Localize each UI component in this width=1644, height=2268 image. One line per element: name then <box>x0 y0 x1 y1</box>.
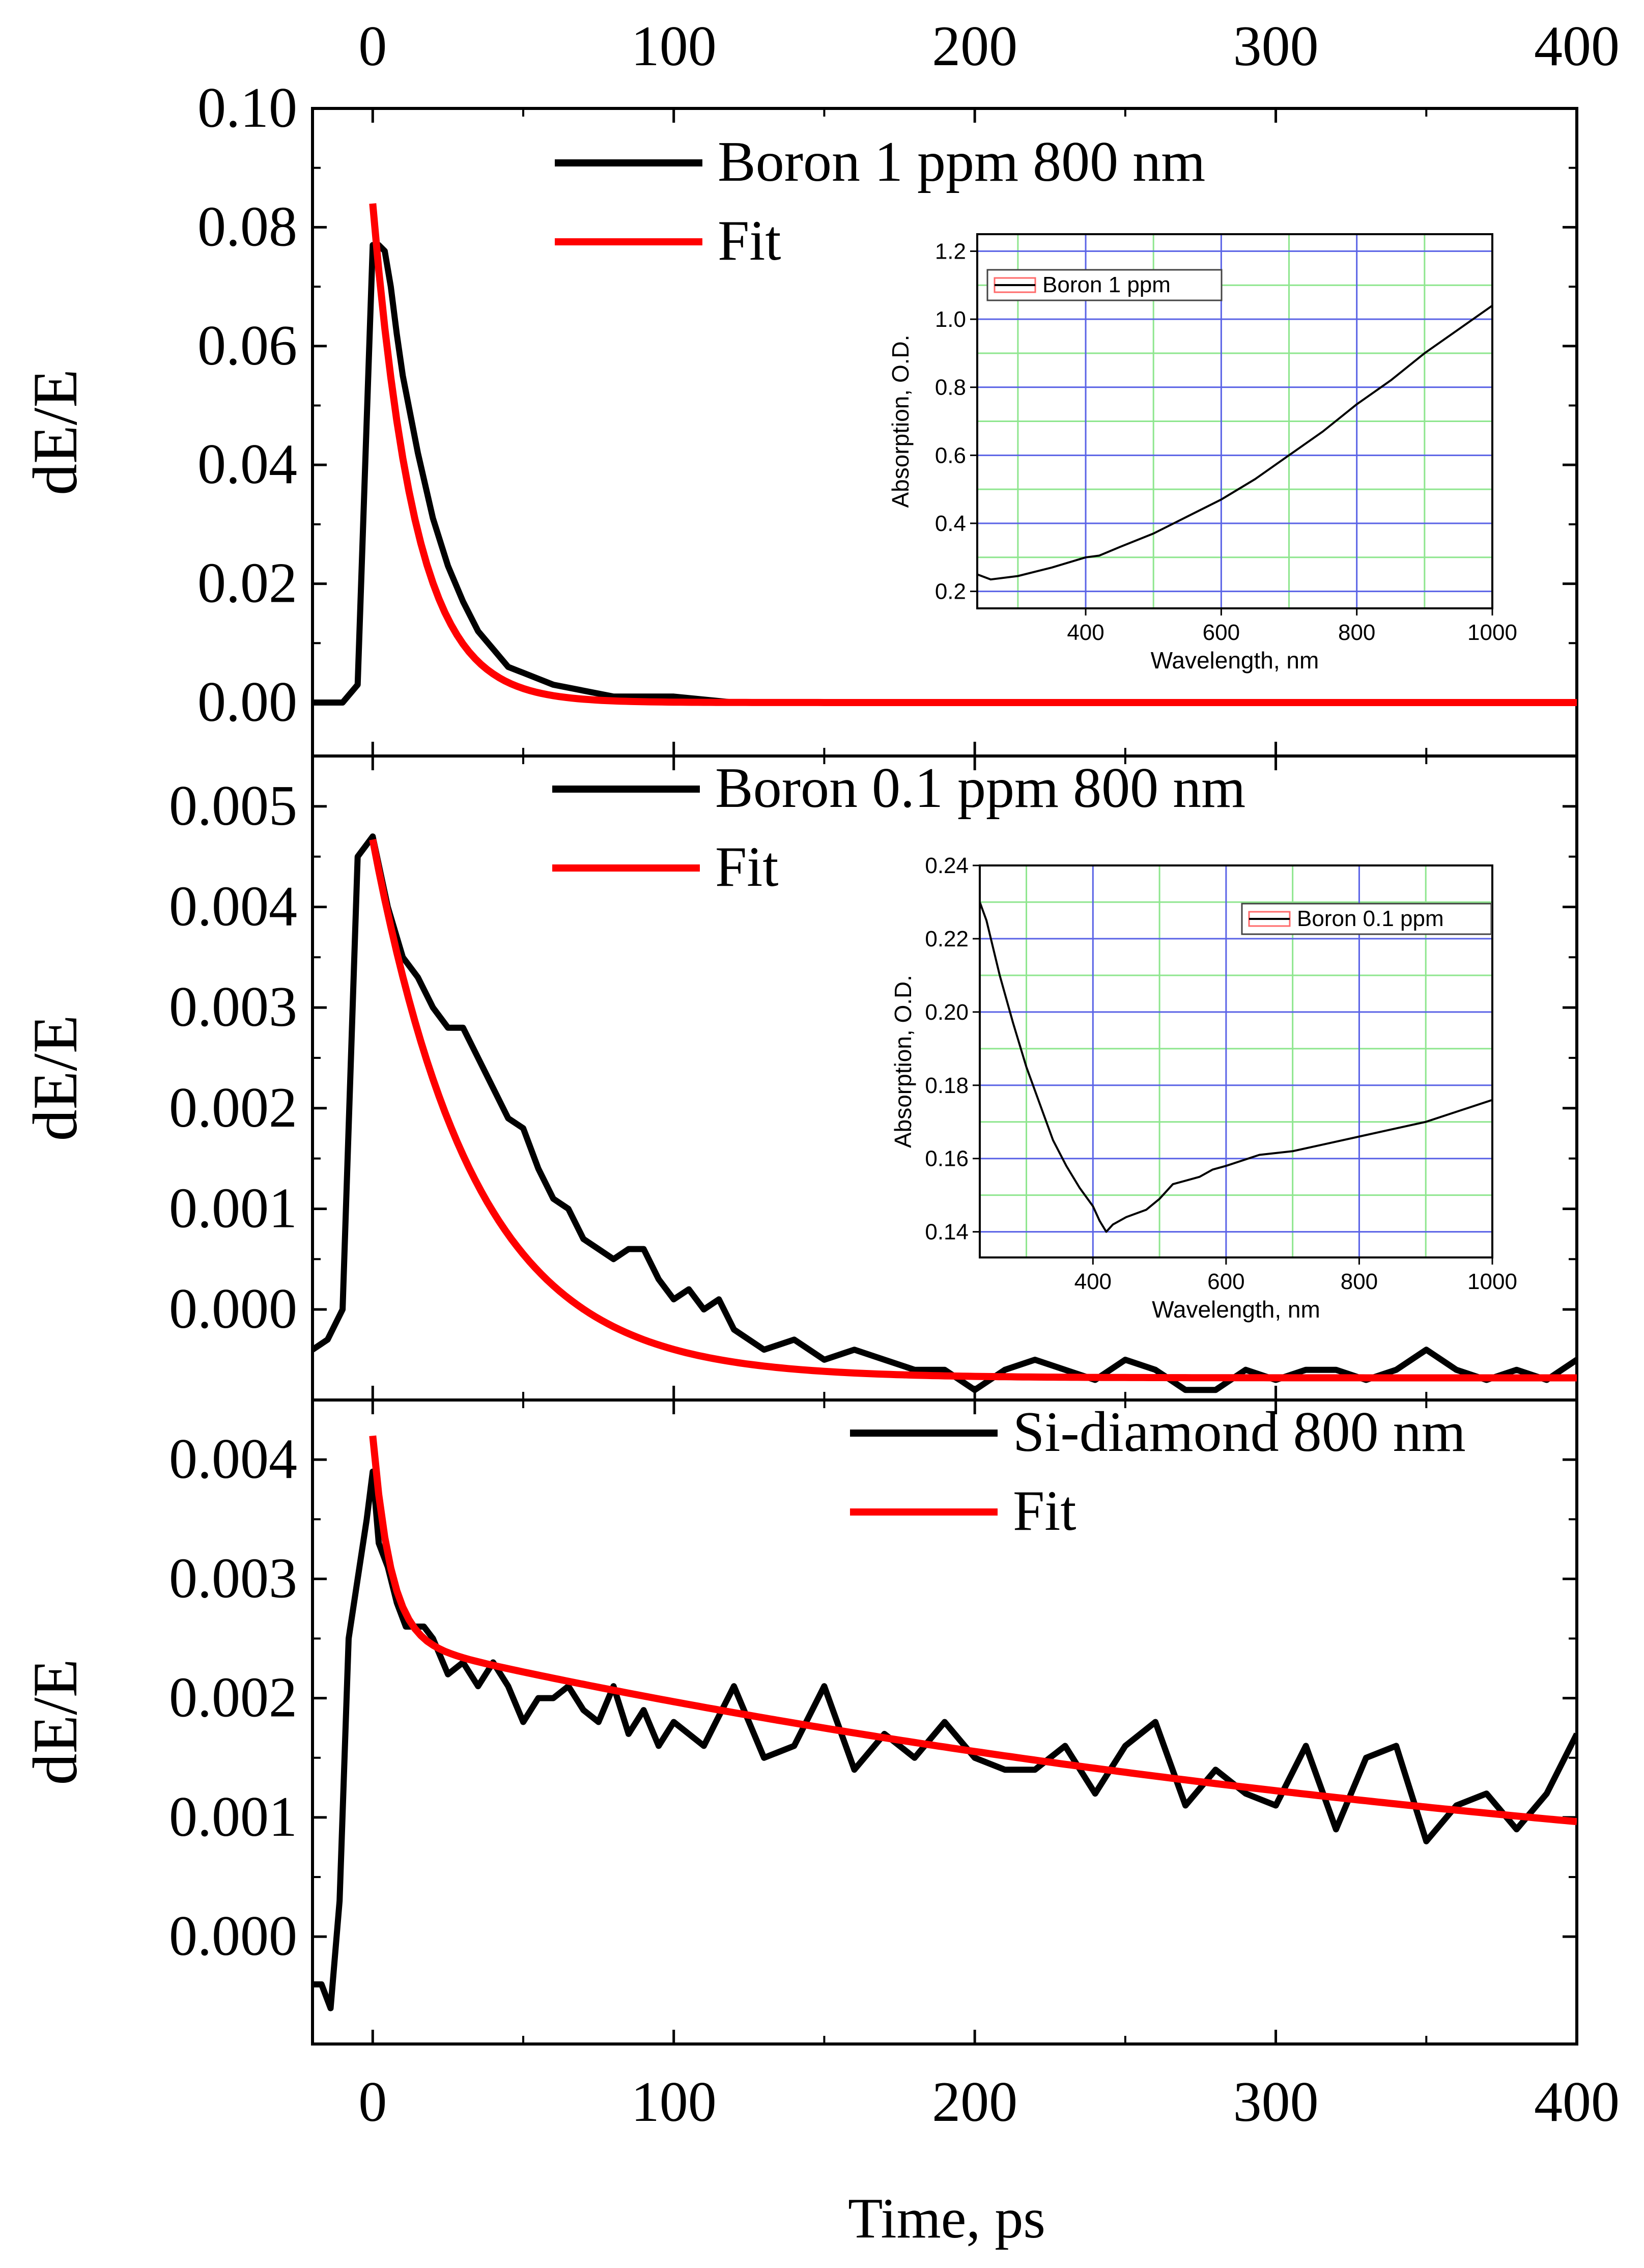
y-axis-label: dE/E <box>20 1659 90 1785</box>
inset-y-tick-label: 0.2 <box>935 579 966 604</box>
fit-series-boron1 <box>369 203 1577 706</box>
x-tick-label-bottom: 100 <box>631 2070 717 2134</box>
y-tick-label: 0.06 <box>197 314 297 377</box>
y-axis-label: dE/E <box>20 369 90 495</box>
inset-x-axis-label: Wavelength, nm <box>1151 647 1319 674</box>
y-tick-label: 0.005 <box>169 774 297 837</box>
legend-label-fit: Fit <box>715 835 779 899</box>
y-tick-label: 0.02 <box>197 552 297 615</box>
inset-frame <box>979 864 1493 1258</box>
inset-y-axis-label: Absorption, O.D. <box>887 334 914 508</box>
inset-x-axis-label: Wavelength, nm <box>1152 1296 1320 1323</box>
inset-x-tick-label: 800 <box>1341 1269 1378 1294</box>
x-tick-label-top: 0 <box>358 15 387 78</box>
inset-y-axis-label: Absorption, O.D. <box>890 975 916 1148</box>
fit-series-boron01 <box>369 838 1577 1382</box>
x-tick-label-top: 100 <box>631 15 717 78</box>
inset-spectrum-line <box>979 902 1493 1233</box>
y-tick-label: 0.000 <box>169 1277 297 1340</box>
legend-label-data: Si-diamond 800 nm <box>1013 1401 1466 1464</box>
inset-y-tick-label: 0.8 <box>935 375 966 400</box>
inset-x-tick-label: 400 <box>1074 1269 1112 1294</box>
inset-x-tick-label: 1000 <box>1467 620 1517 645</box>
panel-frame-sidiamond <box>311 1398 1578 2046</box>
legend-label-data: Boron 0.1 ppm 800 nm <box>715 757 1245 820</box>
inset-y-tick-label: 0.24 <box>925 853 969 878</box>
inset-x-tick-label: 800 <box>1338 620 1375 645</box>
inset-y-tick-label: 0.16 <box>925 1146 969 1171</box>
data-series-boron01 <box>313 833 1577 1393</box>
inset-y-tick-label: 0.22 <box>925 927 969 951</box>
y-axis-label: dE/E <box>20 1015 90 1141</box>
y-tick-label: 0.08 <box>197 195 297 258</box>
inset-y-tick-label: 0.6 <box>935 443 966 468</box>
inset-y-tick-label: 0.20 <box>925 1000 969 1025</box>
inset-spectrum-line <box>977 304 1493 581</box>
x-tick-label-bottom: 0 <box>358 2070 387 2134</box>
y-tick-label: 0.000 <box>169 1905 297 1968</box>
data-series-sidiamond <box>313 1468 1577 2011</box>
inset-x-tick-label: 400 <box>1067 620 1104 645</box>
inset-y-tick-label: 0.18 <box>925 1073 969 1098</box>
legend-label-data: Boron 1 ppm 800 nm <box>718 130 1205 193</box>
inset-frame <box>976 233 1493 609</box>
y-tick-label: 0.001 <box>169 1177 297 1240</box>
x-axis-label: Time, ps <box>848 2187 1045 2250</box>
x-tick-label-top: 200 <box>932 15 1017 78</box>
y-tick-label: 0.002 <box>169 1076 297 1139</box>
x-tick-label-top: 400 <box>1534 15 1620 78</box>
fit-series-sidiamond <box>369 1435 1577 1826</box>
x-tick-label-bottom: 200 <box>932 2070 1017 2134</box>
inset-y-tick-label: 1.2 <box>935 239 966 264</box>
inset-y-tick-label: 0.14 <box>925 1220 969 1245</box>
inset-y-tick-label: 0.4 <box>935 511 966 536</box>
y-tick-label: 0.004 <box>169 875 297 938</box>
y-tick-label: 0.003 <box>169 1547 297 1610</box>
inset-y-tick-label: 1.0 <box>935 307 966 332</box>
y-tick-label: 0.004 <box>169 1427 297 1491</box>
y-tick-label: 0.001 <box>169 1785 297 1849</box>
y-tick-label: 0.003 <box>169 975 297 1039</box>
inset-x-tick-label: 600 <box>1203 620 1240 645</box>
legend-label-fit: Fit <box>1013 1479 1076 1543</box>
x-tick-label-bottom: 400 <box>1534 2070 1620 2134</box>
inset-legend-box <box>986 269 1223 301</box>
x-tick-label-bottom: 300 <box>1233 2070 1319 2134</box>
legend-label-fit: Fit <box>718 209 781 272</box>
x-tick-label-top: 300 <box>1233 15 1319 78</box>
inset-legend-label: Boron 0.1 ppm <box>1297 906 1444 931</box>
y-tick-label: 0.00 <box>197 670 297 734</box>
y-tick-label: 0.04 <box>197 433 297 496</box>
y-tick-label: 0.10 <box>197 76 297 139</box>
inset-legend-label: Boron 1 ppm <box>1042 272 1171 297</box>
inset-x-tick-label: 1000 <box>1467 1269 1517 1294</box>
y-tick-label: 0.002 <box>169 1666 297 1729</box>
inset-x-tick-label: 600 <box>1207 1269 1244 1294</box>
